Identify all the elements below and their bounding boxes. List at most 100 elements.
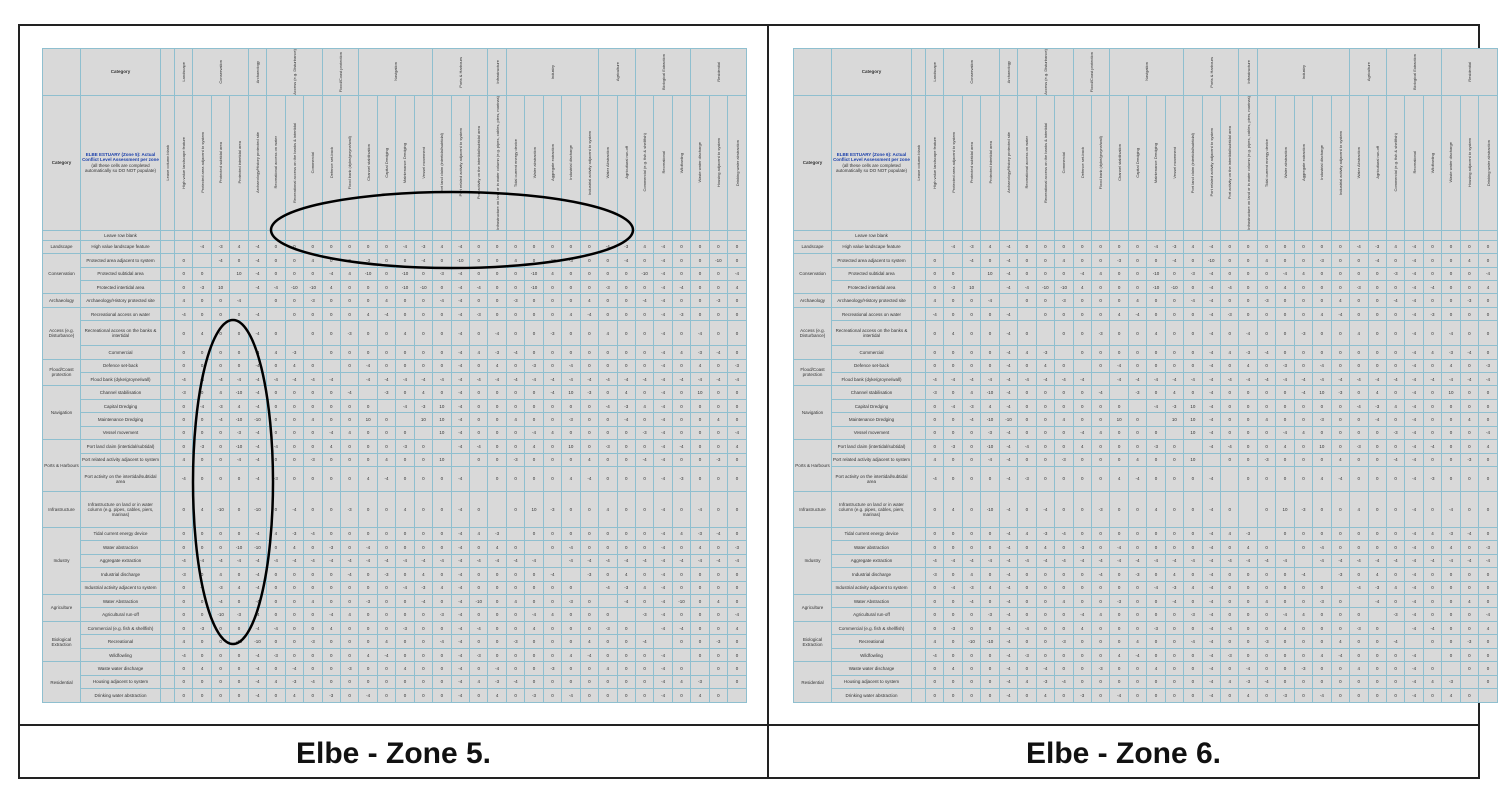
matrix-cell: 0 [1017,452,1037,468]
matrix-cell: -3 [210,398,231,414]
matrix-cell: 0 [1256,358,1277,373]
matrix-cell: 10 [1109,412,1129,427]
matrix-cell: 0 [1109,425,1129,441]
matrix-cell: 4 [505,593,526,609]
matrix-cell: 0 [1422,385,1443,400]
matrix-cell: 0 [1219,320,1240,347]
column-item-header: Protected intertidal area [980,94,1000,231]
matrix-cell: -4 [229,371,249,387]
matrix-cell: -4 [1201,371,1222,387]
matrix-cell: 0 [192,452,212,468]
matrix-cell: 0 [358,398,378,414]
matrix-cell: 0 [1422,293,1443,308]
matrix-cell: 0 [1127,490,1148,528]
table-row: Infrastructure Infrastructure on land or … [793,490,1498,528]
matrix-cell: -4 [924,371,945,387]
matrix-cell: -4 [247,358,268,373]
matrix-cell: -4 [1367,371,1387,387]
column-item-header: Vessel movement [413,94,434,231]
matrix-cell: 0 [1478,567,1498,582]
table-row: Flood bank (dyke/groyne/wall) -4 -4 -4 -4 -4-… [794,371,1498,387]
matrix-cell: -4 [284,490,305,528]
matrix-cell: -4 [1201,239,1222,255]
matrix-cell: -4 [1478,425,1498,441]
matrix-cell: -4 [303,553,323,569]
matrix-cell: 0 [303,540,323,555]
matrix-cell [487,490,507,528]
matrix-cell: 0 [395,358,415,373]
matrix-cell: 0 [1090,412,1111,427]
matrix-cell: 4 [1219,526,1240,542]
matrix-cell: 0 [708,425,729,441]
column-item-header: High value landscape feature [173,94,194,231]
matrix-cell: 0 [708,279,729,295]
matrix-cell [634,620,655,636]
matrix-cell: 0 [1256,580,1277,596]
matrix-cell: -4 [1054,553,1074,569]
matrix-cell: -4 [487,371,507,387]
matrix-cell: -4 [998,580,1019,596]
matrix-cell: 0 [303,607,323,622]
matrix-cell: -4 [727,371,747,387]
matrix-cell: 0 [1146,540,1166,555]
matrix-cell: 4 [376,452,397,468]
column-group-header: Landscape [173,48,194,96]
matrix-cell: -3 [1219,647,1240,663]
matrix-cell: 0 [1385,688,1406,703]
matrix-cell: 0 [634,253,655,268]
matrix-cell: 0 [266,253,286,268]
matrix-cell: 0 [1349,358,1369,373]
matrix-cell: -4 [924,306,945,322]
matrix-cell: -4 [1090,567,1111,582]
matrix-cell: -3 [690,526,710,542]
matrix-cell: 0 [395,540,415,555]
matrix-cell: 0 [1256,320,1277,347]
matrix-cell: 0 [1367,620,1387,636]
matrix-cell: -3 [1090,320,1111,347]
matrix-cell: 0 [1035,398,1056,414]
matrix-cell: -4 [561,540,581,555]
matrix-cell: 4 [690,540,710,555]
matrix-cell: 4 [192,490,212,528]
matrix-cell: -3 [1478,540,1498,555]
matrix-cell: 0 [980,253,1000,268]
matrix-cell: 10 [690,385,710,400]
matrix-cell: -4 [450,607,471,622]
matrix-cell: -4 [616,253,636,268]
matrix-cell: -4 [1146,553,1166,569]
matrix-cell: 0 [192,358,212,373]
matrix-cell: -4 [579,553,600,569]
matrix-cell: 0 [173,425,194,441]
matrix-cell: 4 [1385,398,1406,414]
matrix-cell: -4 [1275,607,1295,622]
matrix-cell: 4 [1146,661,1166,676]
matrix-cell: -4 [1404,647,1424,663]
matrix-cell: 0 [1017,266,1037,282]
matrix-cell: -4 [998,540,1019,555]
matrix-cell: 0 [468,580,489,596]
row-item-label: Archaeology/History protected site [831,293,912,308]
matrix-cell: -3 [1459,634,1480,649]
matrix-cell: 0 [284,620,305,636]
matrix-cell: 4 [1367,567,1387,582]
matrix-cell: -4 [1478,371,1498,387]
matrix-cell: 0 [432,466,452,492]
matrix-cell: 0 [1164,490,1185,528]
matrix-cell: -4 [1201,661,1222,676]
matrix-cell: 0 [1035,293,1056,308]
matrix-cell [1349,593,1369,609]
matrix-cell: 4 [284,358,305,373]
matrix-cell: 0 [616,661,636,676]
matrix-cell: -4 [653,452,673,468]
matrix-cell: -4 [1404,661,1424,676]
matrix-cell: -10 [524,266,544,282]
matrix-cell: 4 [303,593,323,609]
matrix-cell: 0 [321,490,341,528]
matrix-cell: 0 [339,526,360,542]
matrix-cell: 0 [395,345,415,360]
matrix-cell: 4 [1293,425,1314,441]
matrix-cell: 0 [376,593,397,609]
matrix-cell: -3 [358,253,378,268]
matrix-cell: -3 [432,266,452,282]
matrix-cell: -3 [943,439,963,454]
